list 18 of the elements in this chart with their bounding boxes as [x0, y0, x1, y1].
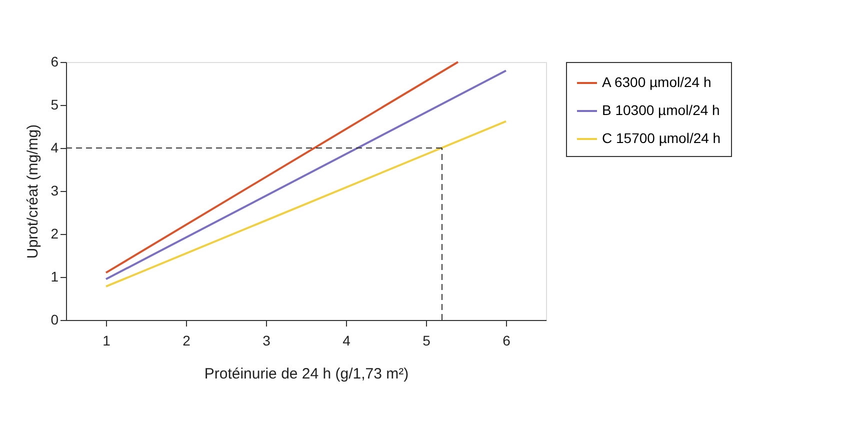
x-tick-label: 2 — [182, 332, 191, 348]
y-tick-label: 6 — [50, 54, 59, 70]
y-axis-title: Uprot/créat (mg/mg) — [24, 124, 42, 259]
legend-label: B 10300 µmol/24 h — [602, 102, 720, 118]
y-tick-label: 5 — [50, 96, 59, 112]
y-tick-label: 1 — [50, 268, 59, 284]
x-tick-label: 4 — [342, 332, 351, 348]
x-tick-label: 3 — [262, 332, 271, 348]
x-tick-label: 6 — [502, 332, 511, 348]
legend-label: A 6300 µmol/24 h — [602, 74, 712, 90]
y-tick-label: 2 — [50, 226, 59, 242]
legend-label: C 15700 µmol/24 h — [602, 130, 721, 146]
x-tick-label: 1 — [102, 332, 111, 348]
x-tick-label: 5 — [422, 332, 431, 348]
y-tick-label: 0 — [50, 312, 59, 328]
y-tick-label: 4 — [50, 140, 59, 156]
x-axis-title: Protéinurie de 24 h (g/1,73 m²) — [204, 366, 409, 382]
y-tick-label: 3 — [50, 182, 59, 198]
